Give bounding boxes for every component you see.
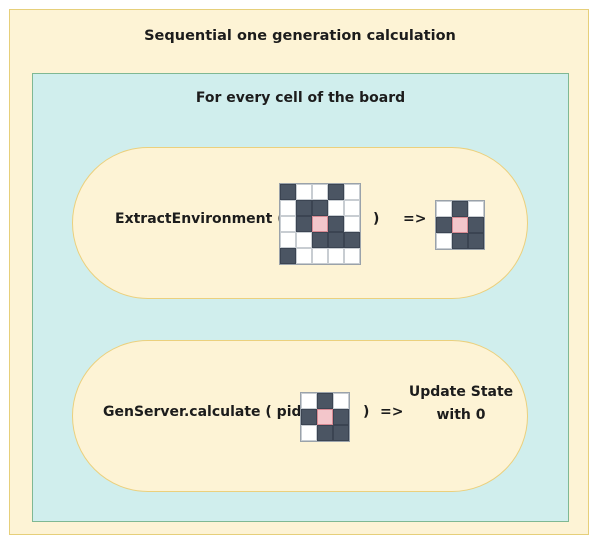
- live-cell: [452, 201, 468, 217]
- dead-cell: [344, 200, 360, 216]
- live-cell: [328, 184, 344, 200]
- calculate-environment-grid: [300, 392, 350, 442]
- live-cell: [296, 200, 312, 216]
- dead-cell: [436, 201, 452, 217]
- dead-cell: [468, 201, 484, 217]
- result-line-1: Update State: [408, 384, 514, 400]
- board-grid: [279, 183, 361, 265]
- diagram-title: Sequential one generation calculation: [144, 28, 456, 44]
- live-cell: [317, 425, 333, 441]
- live-cell: [280, 248, 296, 264]
- dead-cell: [328, 200, 344, 216]
- outer-frame: Sequential one generation calculation Fo…: [9, 9, 589, 535]
- live-cell: [312, 232, 328, 248]
- live-cell: [452, 233, 468, 249]
- dead-cell: [296, 232, 312, 248]
- live-cell: [312, 200, 328, 216]
- center-cell: [312, 216, 328, 232]
- live-cell: [301, 409, 317, 425]
- dead-cell: [344, 216, 360, 232]
- dead-cell: [328, 248, 344, 264]
- dead-cell: [296, 248, 312, 264]
- dead-cell: [436, 233, 452, 249]
- live-cell: [296, 216, 312, 232]
- live-cell: [436, 217, 452, 233]
- live-cell: [328, 232, 344, 248]
- dead-cell: [312, 248, 328, 264]
- live-cell: [333, 409, 349, 425]
- dead-cell: [280, 232, 296, 248]
- live-cell: [333, 425, 349, 441]
- calculate-call-text: GenServer.calculate ( pid,: [103, 404, 307, 420]
- live-cell: [280, 184, 296, 200]
- dead-cell: [280, 216, 296, 232]
- environment-grid: [435, 200, 485, 250]
- result-line-2: with 0: [436, 407, 486, 423]
- dead-cell: [301, 425, 317, 441]
- dead-cell: [344, 248, 360, 264]
- dead-cell: [301, 393, 317, 409]
- calculate-close-paren: ): [363, 404, 370, 420]
- dead-cell: [312, 184, 328, 200]
- calculate-arrow: =>: [380, 404, 404, 420]
- center-cell: [452, 217, 468, 233]
- dead-cell: [280, 200, 296, 216]
- center-cell: [317, 409, 333, 425]
- extract-arrow: =>: [403, 211, 427, 227]
- dead-cell: [296, 184, 312, 200]
- extract-call-text: ExtractEnvironment (: [115, 211, 284, 227]
- live-cell: [317, 393, 333, 409]
- live-cell: [468, 217, 484, 233]
- loop-label: For every cell of the board: [195, 90, 406, 106]
- live-cell: [328, 216, 344, 232]
- dead-cell: [333, 393, 349, 409]
- live-cell: [468, 233, 484, 249]
- dead-cell: [344, 184, 360, 200]
- loop-frame: For every cell of the board ExtractEnvir…: [32, 73, 569, 522]
- live-cell: [344, 232, 360, 248]
- extract-close-paren: ): [373, 211, 380, 227]
